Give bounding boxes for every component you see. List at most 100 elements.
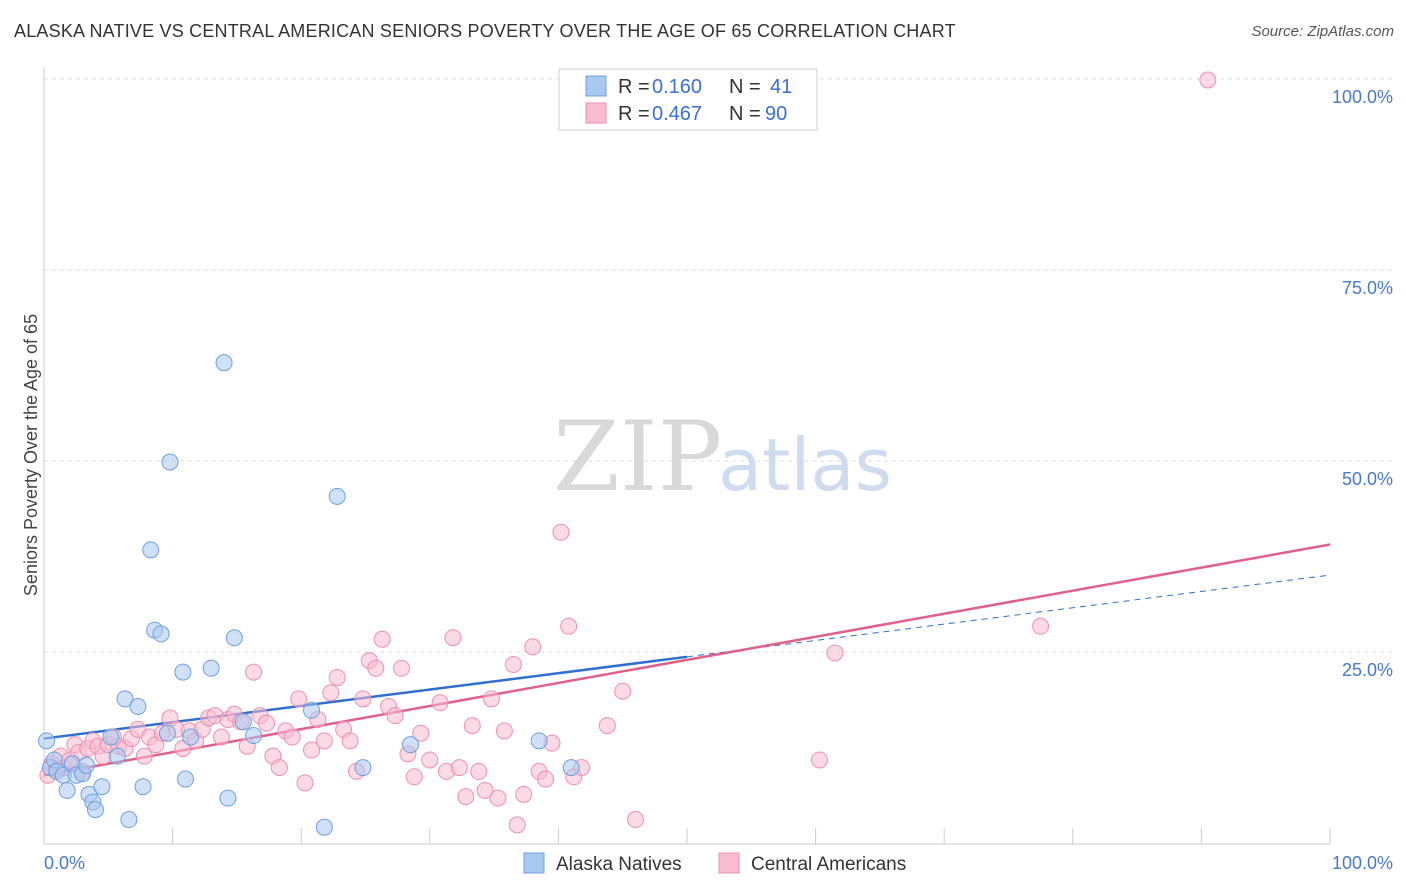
central-point-69 — [463, 717, 481, 735]
alaska-point-35 — [315, 818, 333, 836]
legend-swatch-central — [585, 102, 607, 124]
central-point-31 — [212, 728, 230, 746]
central-point-43 — [290, 690, 308, 708]
alaska-point-39 — [530, 732, 548, 750]
central-point-70 — [470, 762, 488, 780]
central-point-74 — [495, 722, 513, 740]
central-point-56 — [373, 630, 391, 648]
central-point-40 — [270, 759, 288, 777]
y-axis-title: Seniors Poverty Over the Age of 65 — [21, 314, 41, 596]
x-tick-label-0: 0.0% — [44, 853, 85, 873]
alaska-point-14 — [102, 728, 120, 746]
alaska-point-17 — [120, 811, 138, 829]
central-point-47 — [315, 732, 333, 750]
alaska-point-40 — [562, 759, 580, 777]
alaska-point-26 — [176, 770, 194, 788]
y-tick-labels: 25.0% 50.0% 75.0% 100.0% — [1332, 87, 1393, 680]
central-point-88 — [627, 811, 645, 829]
central-point-51 — [341, 732, 359, 750]
trend-layer — [43, 543, 1331, 777]
central-point-90 — [826, 644, 844, 662]
central-point-62 — [412, 724, 430, 742]
alaska-point-24 — [161, 453, 179, 471]
central-point-55 — [367, 659, 385, 677]
alaska-point-31 — [225, 629, 243, 647]
central-point-59 — [393, 659, 411, 677]
central-point-89 — [810, 751, 828, 769]
y-tick-label-1: 50.0% — [1342, 469, 1393, 489]
legend-n-value-1: 41 — [770, 76, 792, 98]
bottom-legend-label-central: Central Americans — [751, 854, 906, 875]
central-point-75 — [504, 655, 522, 673]
central-point-64 — [431, 694, 449, 712]
central-point-19 — [135, 747, 153, 765]
central-point-42 — [283, 728, 301, 746]
central-point-73 — [489, 789, 507, 807]
alaska-point-37 — [354, 759, 372, 777]
central-point-68 — [457, 788, 475, 806]
alaska-point-16 — [116, 690, 134, 708]
central-point-91 — [1032, 617, 1050, 635]
alaska-point-32 — [234, 713, 252, 731]
legend-n-label-1: N = — [729, 76, 761, 98]
watermark: ZIP atlas — [553, 401, 892, 513]
watermark-zip: ZIP — [553, 401, 722, 513]
central-point-48 — [322, 684, 340, 702]
series-legend: Alaska Natives Central Americans — [523, 852, 906, 875]
alaska-point-29 — [215, 354, 233, 372]
alaska-trend-extension — [686, 574, 1331, 658]
alaska-point-38 — [402, 736, 420, 754]
central-point-71 — [476, 782, 494, 800]
central-point-80 — [537, 770, 555, 788]
central-point-92 — [1199, 71, 1217, 89]
central-point-44 — [296, 774, 314, 792]
alaska-point-20 — [142, 541, 160, 559]
source-label: Source: ZipAtlas.com — [1251, 23, 1394, 40]
x-tick-label-1: 100.0% — [1332, 853, 1393, 873]
central-point-36 — [245, 663, 263, 681]
central-point-53 — [354, 690, 372, 708]
grid-layer — [44, 78, 1394, 653]
legend-r-label-1: R = — [618, 76, 650, 98]
legend-r-value-1: 0.160 — [652, 76, 702, 98]
alaska-point-12 — [86, 801, 104, 819]
legend-r-value-2: 0.467 — [652, 103, 702, 125]
alaska-point-30 — [219, 789, 237, 807]
central-point-66 — [444, 629, 462, 647]
central-point-78 — [524, 638, 542, 656]
x-tick-labels: 0.0% 100.0% — [44, 853, 1393, 873]
central-point-76 — [508, 816, 526, 834]
bottom-legend-label-alaska: Alaska Natives — [556, 854, 682, 875]
alaska-point-18 — [129, 697, 147, 715]
chart-title: ALASKA NATIVE VS CENTRAL AMERICAN SENIOR… — [14, 21, 956, 41]
axis-layer — [43, 68, 1331, 845]
bottom-legend-swatch-central — [718, 852, 740, 874]
alaska-point-0 — [38, 732, 56, 750]
central-point-82 — [552, 523, 570, 541]
alaska-point-36 — [328, 487, 346, 505]
central-point-61 — [405, 768, 423, 786]
points-layer — [38, 71, 1217, 836]
central-point-38 — [257, 714, 275, 732]
legend-n-label-2: N = — [729, 103, 761, 125]
alaska-point-13 — [93, 778, 111, 796]
central-point-67 — [450, 759, 468, 777]
correlation-legend: R = 0.160 N = 41 R = 0.467 N = 90 — [558, 68, 818, 131]
y-tick-label-0: 25.0% — [1342, 660, 1393, 680]
alaska-point-23 — [158, 724, 176, 742]
alaska-point-15 — [108, 747, 126, 765]
central-point-58 — [386, 707, 404, 725]
legend-swatch-alaska — [585, 75, 607, 97]
central-trend-line — [43, 543, 1331, 777]
y-tick-label-3: 100.0% — [1332, 87, 1393, 107]
central-point-86 — [598, 717, 616, 735]
central-point-83 — [560, 617, 578, 635]
alaska-point-27 — [182, 728, 200, 746]
alaska-point-5 — [58, 782, 76, 800]
alaska-point-9 — [77, 756, 95, 774]
central-point-63 — [421, 751, 439, 769]
central-point-72 — [483, 690, 501, 708]
central-point-87 — [614, 682, 632, 700]
